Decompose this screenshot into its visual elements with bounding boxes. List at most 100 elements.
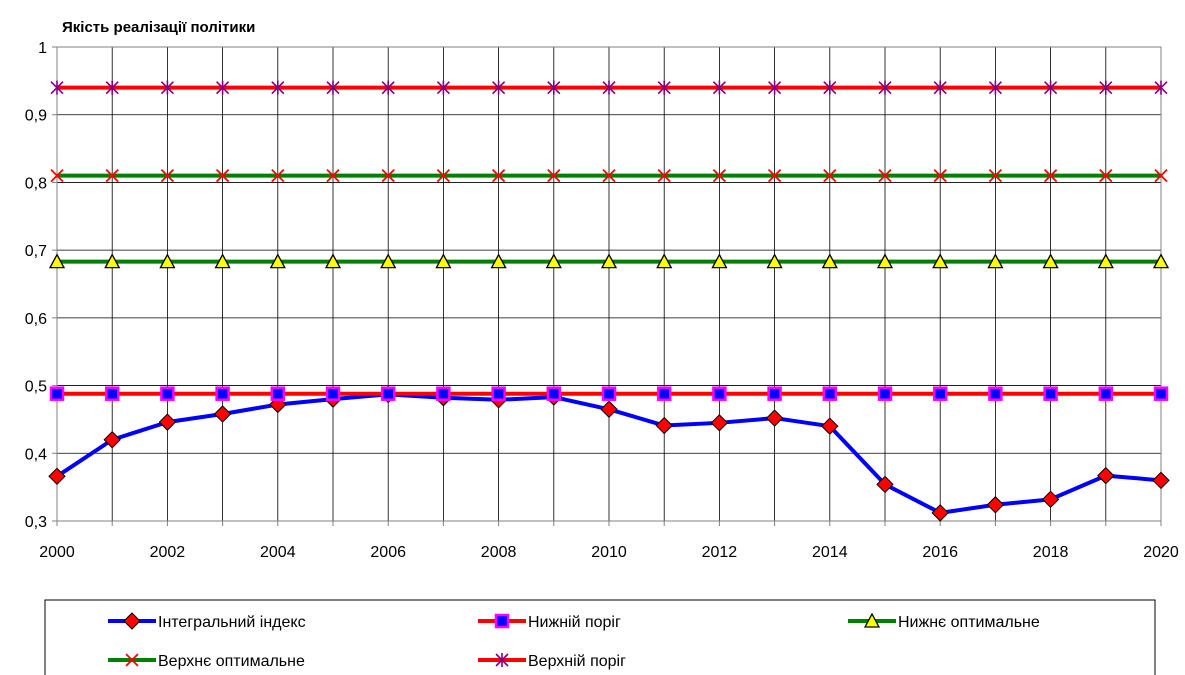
data-point	[1098, 386, 1114, 401]
square-marker-shape	[932, 386, 948, 401]
legend-item: Верхнє оптимальне	[108, 653, 305, 670]
data-point	[601, 386, 617, 401]
data-point	[656, 253, 673, 269]
square-marker-shape	[822, 386, 838, 401]
data-point	[435, 253, 452, 269]
x-marker-stroke	[381, 169, 395, 183]
legend-swatch-marker	[494, 613, 510, 629]
data-point	[547, 169, 561, 183]
data-point	[821, 417, 839, 435]
square-marker-shape	[49, 386, 65, 401]
diamond-marker-shape	[876, 475, 894, 494]
series-3	[48, 253, 1170, 269]
triangle-marker-shape	[269, 253, 286, 269]
data-point	[545, 253, 562, 269]
data-point	[1044, 80, 1058, 95]
data-point	[767, 386, 782, 401]
data-point	[492, 80, 506, 95]
data-point	[1153, 386, 1169, 401]
legend-item: Нижнє оптимальне	[848, 612, 1040, 631]
data-point	[271, 169, 285, 183]
series-5	[50, 80, 1168, 95]
data-point	[712, 80, 726, 95]
data-point	[932, 386, 948, 401]
data-point	[1152, 471, 1170, 490]
triangle-marker-shape	[656, 253, 673, 269]
data-point	[1043, 169, 1058, 183]
legend-label: Верхнє оптимальне	[158, 653, 305, 670]
data-point	[160, 386, 175, 401]
y-tick-label: 1	[38, 40, 47, 57]
x-marker-stroke	[125, 653, 139, 667]
data-point	[50, 80, 64, 95]
data-point	[933, 169, 947, 183]
data-point	[326, 80, 340, 95]
data-point	[821, 253, 838, 269]
triangle-marker-shape	[380, 253, 397, 269]
x-marker-stroke	[1043, 169, 1058, 183]
square-marker-shape	[988, 386, 1003, 401]
square-marker-shape	[491, 386, 506, 401]
triangle-marker-shape	[711, 253, 728, 269]
y-tick-label: 0,9	[25, 108, 47, 125]
diamond-marker-shape	[655, 416, 673, 435]
square-marker-shape	[494, 613, 510, 629]
square-marker-shape	[270, 386, 286, 401]
data-point	[931, 504, 949, 522]
data-point	[768, 80, 782, 95]
data-point	[324, 253, 342, 269]
y-tick-label: 0,3	[25, 514, 47, 531]
triangle-marker-shape	[932, 253, 949, 269]
triangle-marker-shape	[876, 253, 894, 269]
x-marker-stroke	[657, 169, 671, 183]
x-marker-stroke	[215, 169, 230, 183]
y-tick-label: 0,8	[25, 175, 47, 192]
x-tick-label: 2020	[1143, 544, 1179, 561]
data-point	[657, 80, 671, 95]
data-point	[103, 431, 121, 449]
diamond-marker-shape	[710, 414, 729, 432]
data-point	[104, 253, 121, 269]
diamond-marker-shape	[123, 612, 141, 630]
legend-swatch-marker	[863, 612, 881, 628]
data-point	[326, 169, 340, 183]
x-tick-label: 2000	[39, 544, 75, 561]
triangle-marker-shape	[104, 253, 121, 269]
diamond-marker-shape	[821, 417, 839, 435]
legend-item: Нижній поріг	[478, 613, 621, 631]
data-point	[160, 80, 174, 95]
x-marker-stroke	[1154, 169, 1168, 183]
square-marker-shape	[215, 386, 230, 401]
triangle-marker-shape	[545, 253, 562, 269]
square-marker-shape	[160, 386, 175, 401]
x-tick-label: 2006	[370, 544, 406, 561]
diamond-marker-shape	[213, 405, 232, 423]
diamond-marker-shape	[1097, 466, 1115, 485]
y-axis: 0,3 0,4 0,5 0,6 0,7 0,8 0,9 1	[25, 40, 57, 531]
x-tick-label: 2004	[260, 544, 296, 561]
data-point	[876, 253, 894, 269]
x-marker-stroke	[271, 169, 285, 183]
data-point	[988, 386, 1003, 401]
data-point	[876, 475, 894, 494]
data-point	[547, 80, 561, 95]
data-point	[655, 416, 673, 435]
data-point	[1042, 253, 1059, 269]
data-point	[987, 253, 1004, 269]
data-point	[380, 386, 396, 401]
data-point	[1097, 466, 1115, 485]
data-point	[215, 169, 230, 183]
data-point	[711, 253, 728, 269]
data-point	[105, 169, 119, 183]
square-marker-shape	[1043, 386, 1058, 401]
x-marker-stroke	[1099, 169, 1113, 183]
data-point	[491, 169, 506, 183]
diamond-marker-shape	[103, 431, 121, 449]
data-point	[160, 169, 175, 183]
legend-box	[44, 599, 1156, 675]
x-axis: 2000 2002 2004 2006 2008 2010 2012 2014 2016 2018…	[39, 521, 1179, 561]
data-point	[933, 80, 947, 95]
square-marker-shape	[1153, 386, 1169, 401]
square-marker-shape	[877, 386, 893, 401]
x-marker-stroke	[933, 169, 947, 183]
